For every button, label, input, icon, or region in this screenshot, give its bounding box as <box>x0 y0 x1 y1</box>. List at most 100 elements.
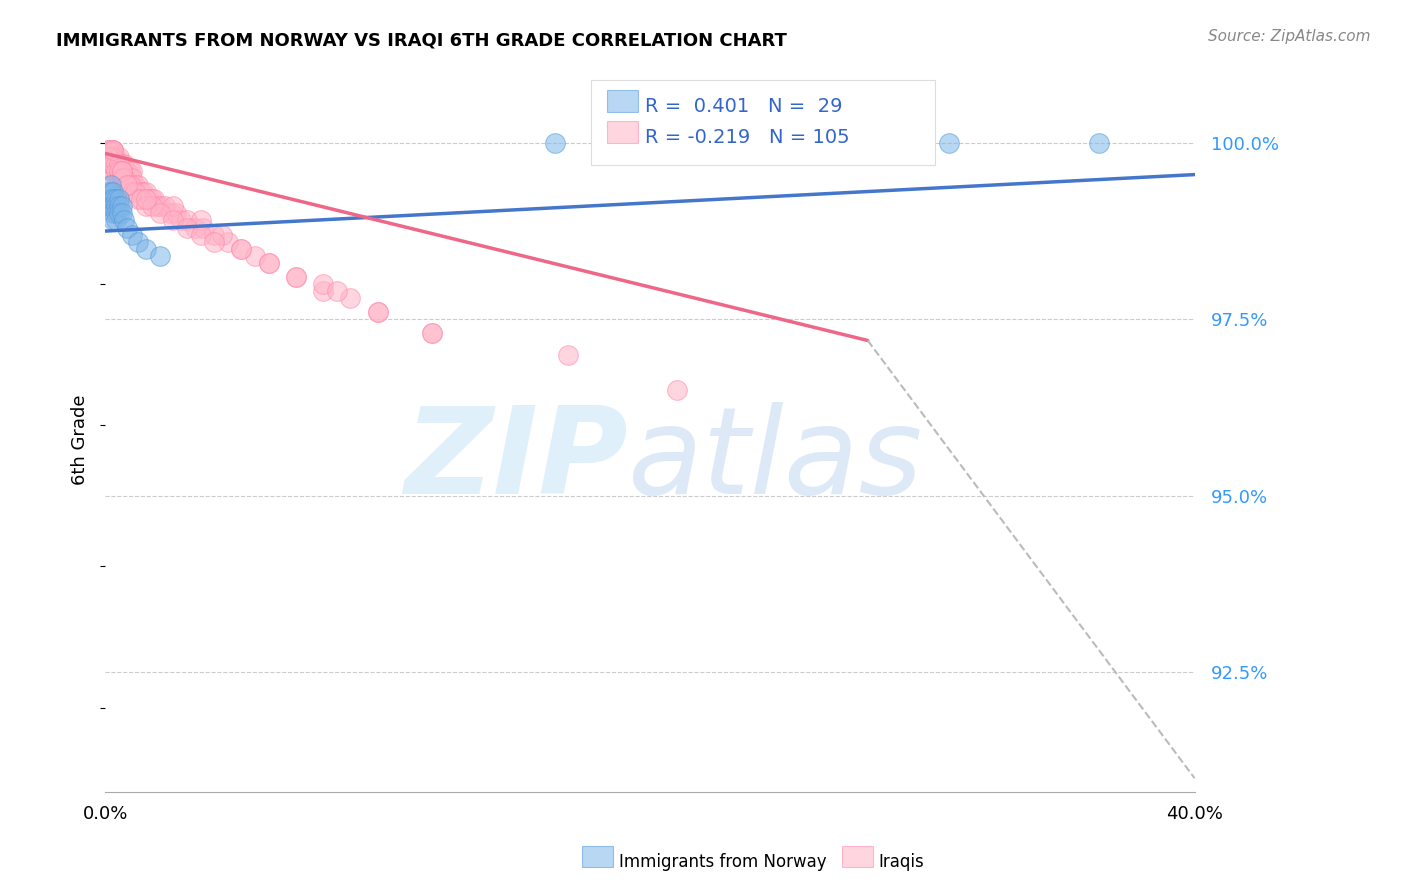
Point <box>110 199 132 213</box>
Point <box>193 220 215 235</box>
Point <box>367 305 389 319</box>
Point <box>124 186 146 200</box>
Point <box>284 269 307 284</box>
Point <box>108 164 131 178</box>
Point <box>257 256 280 270</box>
Point <box>170 213 193 227</box>
Point <box>121 186 143 200</box>
Point <box>108 206 131 220</box>
Point <box>118 164 141 178</box>
Point <box>312 284 335 298</box>
Point <box>141 199 163 213</box>
Point <box>132 186 155 200</box>
Point <box>105 157 128 171</box>
Point <box>112 157 135 171</box>
Point <box>135 199 157 213</box>
Point <box>100 164 122 178</box>
Point <box>108 192 131 206</box>
Point <box>1088 136 1111 150</box>
Point <box>312 277 335 291</box>
Point <box>103 186 125 200</box>
Point <box>110 171 132 186</box>
Point <box>110 164 132 178</box>
Point <box>110 164 132 178</box>
Point <box>110 164 132 178</box>
Point <box>115 178 138 193</box>
Point <box>284 269 307 284</box>
Text: ZIP: ZIP <box>405 402 628 519</box>
Point <box>103 199 125 213</box>
Point <box>162 199 184 213</box>
Point <box>97 143 120 157</box>
Point <box>108 199 131 213</box>
Point <box>100 192 122 206</box>
Point <box>103 143 125 157</box>
Point <box>105 171 128 186</box>
Y-axis label: 6th Grade: 6th Grade <box>72 394 89 484</box>
Point <box>105 157 128 171</box>
Point <box>127 235 149 249</box>
Point <box>103 150 125 164</box>
Point <box>420 326 443 341</box>
Point <box>231 242 253 256</box>
Point <box>105 150 128 164</box>
Point <box>97 143 120 157</box>
Point <box>100 150 122 164</box>
Point <box>103 213 125 227</box>
Point <box>97 186 120 200</box>
Point <box>103 157 125 171</box>
Point <box>97 150 120 164</box>
Point <box>105 206 128 220</box>
Point <box>100 157 122 171</box>
Point <box>190 213 212 227</box>
Point <box>108 150 131 164</box>
Point <box>103 150 125 164</box>
Point <box>105 213 128 227</box>
Point <box>339 291 361 305</box>
Text: R =  0.401   N =  29: R = 0.401 N = 29 <box>645 97 842 116</box>
Point <box>165 206 187 220</box>
Text: Iraqis: Iraqis <box>879 853 925 871</box>
Point <box>100 178 122 193</box>
Point <box>100 186 122 200</box>
Point <box>100 143 122 157</box>
Point <box>143 192 166 206</box>
Point <box>176 220 198 235</box>
Text: R = -0.219   N = 105: R = -0.219 N = 105 <box>645 128 851 147</box>
Point <box>149 199 172 213</box>
Point <box>103 143 125 157</box>
Point <box>103 164 125 178</box>
Point <box>135 242 157 256</box>
Point <box>420 326 443 341</box>
Point <box>118 178 141 193</box>
Point <box>231 242 253 256</box>
Point <box>149 249 172 263</box>
Point <box>159 206 181 220</box>
Point <box>543 136 565 150</box>
Point <box>138 192 160 206</box>
Point <box>162 213 184 227</box>
Point <box>97 192 120 206</box>
Point <box>112 171 135 186</box>
Point <box>100 157 122 171</box>
Point <box>190 227 212 242</box>
Point <box>100 150 122 164</box>
Text: Source: ZipAtlas.com: Source: ZipAtlas.com <box>1208 29 1371 44</box>
Point <box>108 157 131 171</box>
Point <box>149 206 172 220</box>
Text: Immigrants from Norway: Immigrants from Norway <box>619 853 827 871</box>
Point <box>121 227 143 242</box>
Point <box>121 164 143 178</box>
Point <box>105 164 128 178</box>
Point <box>115 178 138 193</box>
Point <box>211 227 233 242</box>
Point <box>121 178 143 193</box>
Point <box>153 199 176 213</box>
Point <box>108 157 131 171</box>
Point <box>938 136 960 150</box>
Point <box>184 220 207 235</box>
Point <box>105 192 128 206</box>
Point <box>146 199 169 213</box>
Point <box>108 171 131 186</box>
Point <box>108 164 131 178</box>
